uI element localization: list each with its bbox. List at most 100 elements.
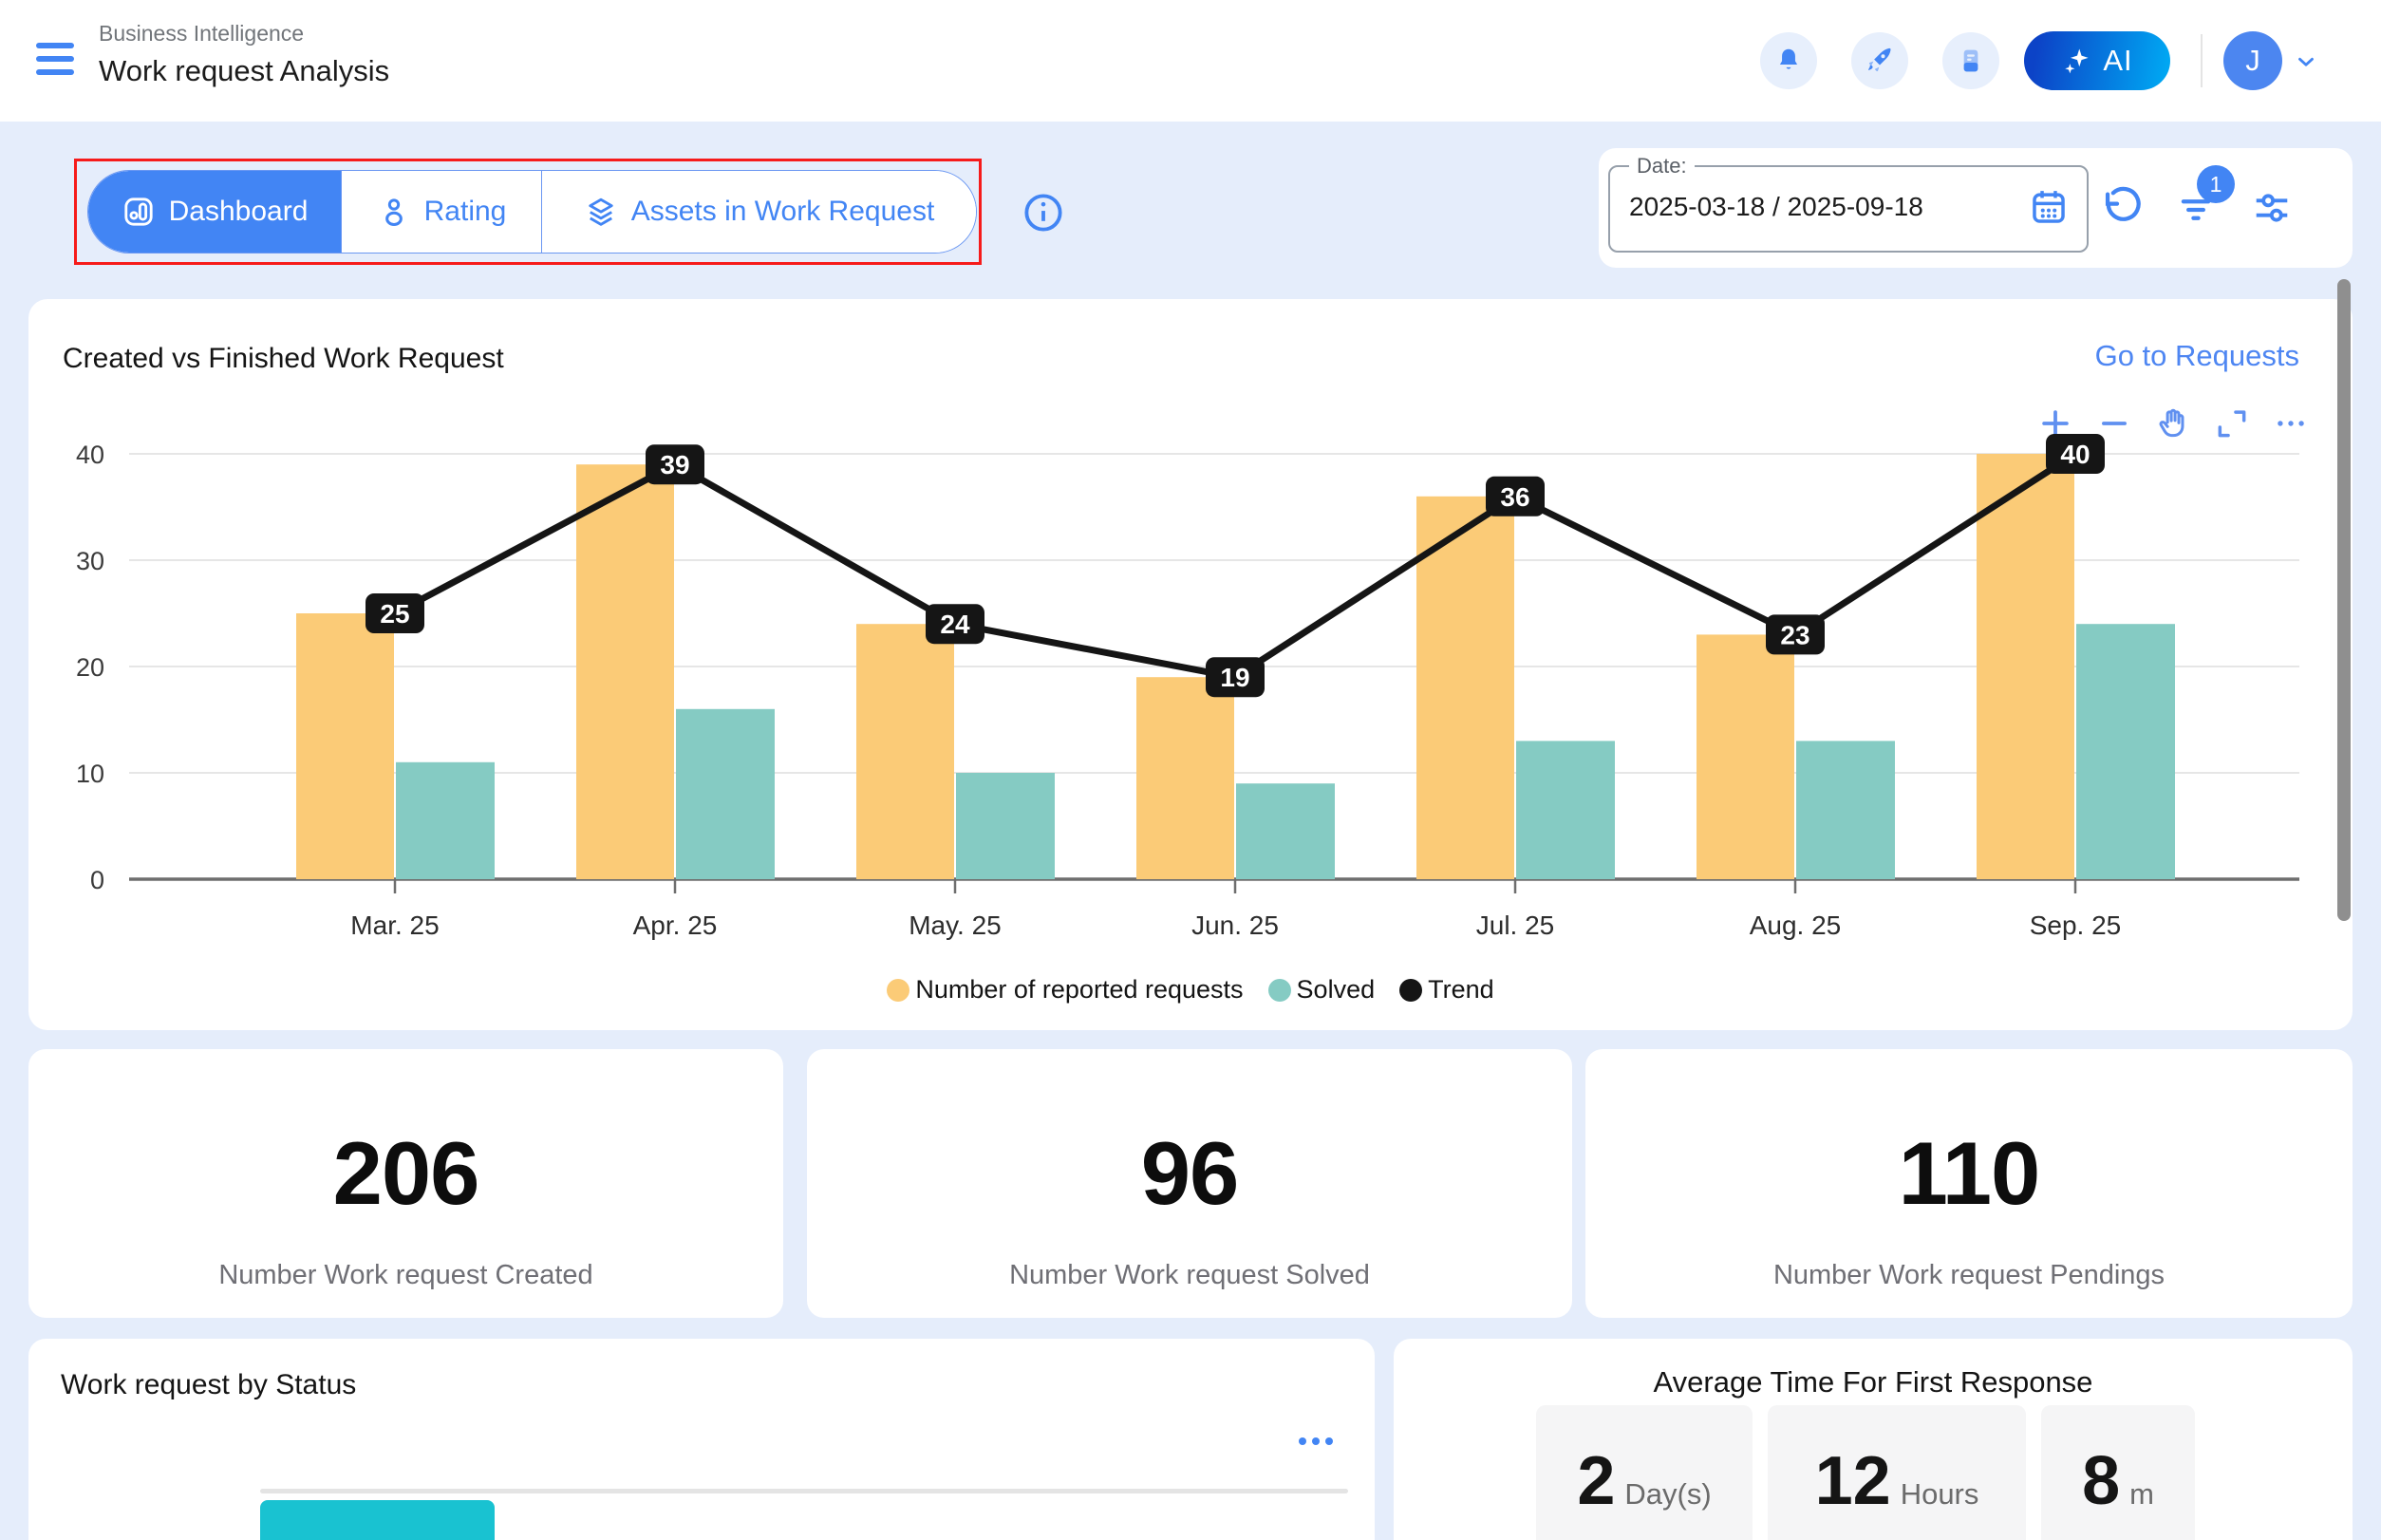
status-bar-segment [260,1500,495,1540]
ai-button-label: AI [2103,44,2132,78]
svg-text:May. 25: May. 25 [909,911,1002,940]
svg-text:Sep. 25: Sep. 25 [2030,911,2122,940]
time-value: 12 [1815,1447,1891,1515]
rocket-button[interactable] [1851,32,1908,89]
chart-title: Created vs Finished Work Request [63,343,504,375]
notification-bell-button[interactable] [1760,32,1817,89]
stat-label: Number Work request Solved [1009,1260,1370,1291]
stat-card-pendings: 110 Number Work request Pendings [1585,1049,2353,1318]
stat-card-created: 206 Number Work request Created [28,1049,783,1318]
calendar-icon[interactable] [2028,186,2070,228]
legend-item-solved: Solved [1268,975,1376,1005]
info-icon [1022,191,1065,235]
svg-text:20: 20 [76,653,104,682]
filter-count-badge: 1 [2197,165,2235,203]
time-box-hours: 12 Hours [1768,1405,2026,1540]
time-value: 2 [1577,1447,1615,1515]
time-unit: Day(s) [1624,1477,1711,1512]
chart-legend: Number of reported requests Solved Trend [28,975,2353,1005]
svg-text:40: 40 [76,441,104,469]
dashboard-icon [122,195,156,229]
layers-icon [584,195,618,229]
tab-assets-in-work-request[interactable]: Assets in Work Request [541,171,976,253]
refresh-button[interactable] [2100,186,2144,230]
time-value: 8 [2082,1447,2120,1515]
legend-label: Trend [1428,975,1494,1005]
svg-text:Mar. 25: Mar. 25 [350,911,439,940]
report-document-button[interactable] [1942,32,1999,89]
svg-text:Jun. 25: Jun. 25 [1191,911,1279,940]
chevron-down-icon[interactable] [2294,49,2318,74]
svg-text:30: 30 [76,547,104,575]
status-card-title: Work request by Status [61,1369,356,1401]
sparkle-icon [2061,45,2093,77]
response-card-title: Average Time For First Response [1394,1365,2353,1399]
svg-text:39: 39 [660,450,689,479]
settings-sliders-button[interactable] [2250,186,2294,230]
more-dots-icon[interactable] [1299,1437,1333,1445]
svg-text:Aug. 25: Aug. 25 [1750,911,1842,940]
work-request-by-status-card: Work request by Status [28,1339,1375,1540]
rocket-icon [1865,46,1895,76]
stat-value: 110 [1899,1129,2040,1218]
ai-assistant-button[interactable]: AI [2024,31,2170,90]
svg-text:23: 23 [1780,620,1809,649]
notification-bell-icon [1773,46,1804,76]
header-titles: Business Intelligence Work request Analy… [99,21,389,88]
legend-item-reported: Number of reported requests [887,975,1243,1005]
created-vs-finished-chart[interactable]: 0 10 20 30 40 Mar. 25 Apr. 25 May. 25 Jun. 25 Jul… [63,418,2320,978]
svg-text:19: 19 [1220,663,1249,692]
legend-label: Number of reported requests [915,975,1243,1005]
tab-label: Rating [424,196,507,228]
filters-panel: Date: 2025-03-18 / 2025-09-18 1 [1599,148,2353,268]
hamburger-menu-icon[interactable] [36,43,74,79]
stat-value: 206 [333,1129,479,1218]
time-unit: Hours [1901,1477,1979,1512]
filter-badge-count: 1 [2210,172,2222,197]
svg-text:25: 25 [380,599,409,629]
stat-value: 96 [1141,1129,1239,1218]
page-title: Work request Analysis [99,54,389,88]
refresh-icon [2100,186,2144,230]
date-field-label: Date: [1629,154,1695,178]
reported-legend-dot [887,979,909,1002]
svg-text:0: 0 [90,866,104,894]
time-box-days: 2 Day(s) [1536,1405,1753,1540]
info-button[interactable] [1022,191,1065,235]
svg-text:Jul. 25: Jul. 25 [1476,911,1555,940]
legend-label: Solved [1297,975,1376,1005]
person-icon [377,195,411,229]
time-unit: m [2129,1477,2154,1512]
header-divider [2201,34,2203,87]
tab-label: Dashboard [169,196,309,228]
date-range-value: 2025-03-18 / 2025-09-18 [1629,192,1923,222]
svg-text:Apr. 25: Apr. 25 [633,911,718,940]
app-subtitle: Business Intelligence [99,21,389,47]
app-header: Business Intelligence Work request Analy… [0,0,2381,122]
avatar-initial: J [2245,44,2260,78]
tab-dashboard[interactable]: Dashboard [88,171,341,253]
status-axis-line [260,1489,1348,1493]
svg-text:10: 10 [76,760,104,788]
stat-card-solved: 96 Number Work request Solved [807,1049,1572,1318]
svg-text:36: 36 [1500,482,1529,512]
go-to-requests-link[interactable]: Go to Requests [2095,339,2299,373]
tab-label: Assets in Work Request [631,196,935,228]
stat-label: Number Work request Pendings [1773,1260,2165,1291]
trend-legend-dot [1399,979,1422,1002]
svg-text:40: 40 [2060,440,2090,469]
report-document-icon [1956,46,1986,76]
stat-label: Number Work request Created [218,1260,592,1291]
page-scrollbar-thumb[interactable] [2337,279,2351,921]
legend-item-trend: Trend [1399,975,1494,1005]
average-first-response-card: Average Time For First Response 2 Day(s)… [1394,1339,2353,1540]
date-range-field[interactable]: Date: 2025-03-18 / 2025-09-18 [1608,154,2089,253]
tab-rating[interactable]: Rating [341,171,541,253]
created-vs-finished-chart-card: Created vs Finished Work Request Go to R… [28,299,2353,1030]
svg-text:24: 24 [940,610,970,639]
tab-group: Dashboard Rating Assets in Work Request [87,170,977,254]
tabs-annotation-red-box: Dashboard Rating Assets in Work Request [74,159,982,265]
sliders-icon [2250,186,2294,230]
avatar[interactable]: J [2223,31,2282,90]
time-box-minutes: 8 m [2041,1405,2195,1540]
